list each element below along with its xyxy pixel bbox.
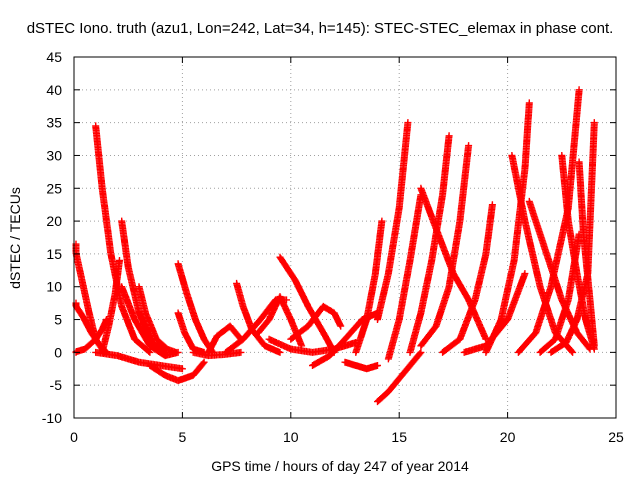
y-tick-label: 30 <box>46 147 62 163</box>
series-arc-30 <box>439 201 496 356</box>
y-tick-label: -10 <box>42 410 62 426</box>
grid <box>74 57 616 418</box>
series-markers <box>276 253 338 356</box>
series-markers <box>341 358 381 373</box>
series-arc-23 <box>352 217 386 356</box>
series-markers <box>135 283 180 356</box>
series-arc-26 <box>384 191 425 363</box>
plot-frame <box>73 56 617 419</box>
series-arc-11 <box>174 260 217 356</box>
y-tick-label: -5 <box>50 377 63 393</box>
series-arc-13 <box>189 348 245 360</box>
x-tick-label: 10 <box>283 429 299 445</box>
series-arc-07 <box>118 283 182 360</box>
series-arc-24 <box>374 348 425 406</box>
y-tick-label: 0 <box>54 344 62 360</box>
series-arc-14 <box>204 322 245 356</box>
y-tick-label: 25 <box>46 180 62 196</box>
series-arc-28 <box>417 142 473 350</box>
y-tick-label: 35 <box>46 115 62 131</box>
x-tick-label: 5 <box>179 429 187 445</box>
series-markers <box>118 283 182 360</box>
y-tick-label: 5 <box>54 312 62 328</box>
series-markers <box>575 158 598 350</box>
y-tick-label: 40 <box>46 82 62 98</box>
series-markers <box>189 348 245 360</box>
series-markers <box>439 201 496 356</box>
series-arc-25 <box>374 119 412 323</box>
y-tick-label: 15 <box>46 246 62 262</box>
series-markers <box>352 217 386 356</box>
series-markers <box>374 348 425 406</box>
series-markers <box>174 260 217 356</box>
series-markers <box>417 142 473 350</box>
series-arc-08 <box>135 283 180 356</box>
series-markers <box>374 119 412 323</box>
y-tick-label: 45 <box>46 49 62 65</box>
y-axis-label: dSTEC / TECUs <box>7 187 23 289</box>
y-tick-label: 20 <box>46 213 62 229</box>
chart-title: dSTEC Iono. truth (azu1, Lon=242, Lat=34… <box>27 20 614 37</box>
x-tick-label: 0 <box>70 429 78 445</box>
series-markers <box>204 322 245 356</box>
plot-area <box>72 86 598 406</box>
series-markers <box>384 191 425 363</box>
series-arc-20 <box>287 302 345 343</box>
x-axis-label: GPS time / hours of day 247 of year 2014 <box>211 458 469 474</box>
x-tick-label: 20 <box>500 429 516 445</box>
series-arc-18 <box>276 253 338 356</box>
x-tick-label: 15 <box>391 429 407 445</box>
series-markers <box>287 302 345 343</box>
series-markers <box>146 358 208 385</box>
series-arc-32 <box>482 99 533 356</box>
series-arc-10 <box>146 358 208 385</box>
axis-ticks: 0 5 10 15 20 25 -10 -5 0 5 10 15 20 25 30 35 40 45 <box>42 49 624 445</box>
series-markers <box>118 217 169 356</box>
series-arc-39 <box>575 158 598 350</box>
x-tick-label: 25 <box>608 429 624 445</box>
y-tick-label: 10 <box>46 279 62 295</box>
series-arc-05 <box>118 217 169 356</box>
series-markers <box>482 99 533 356</box>
series-arc-22 <box>341 358 381 373</box>
